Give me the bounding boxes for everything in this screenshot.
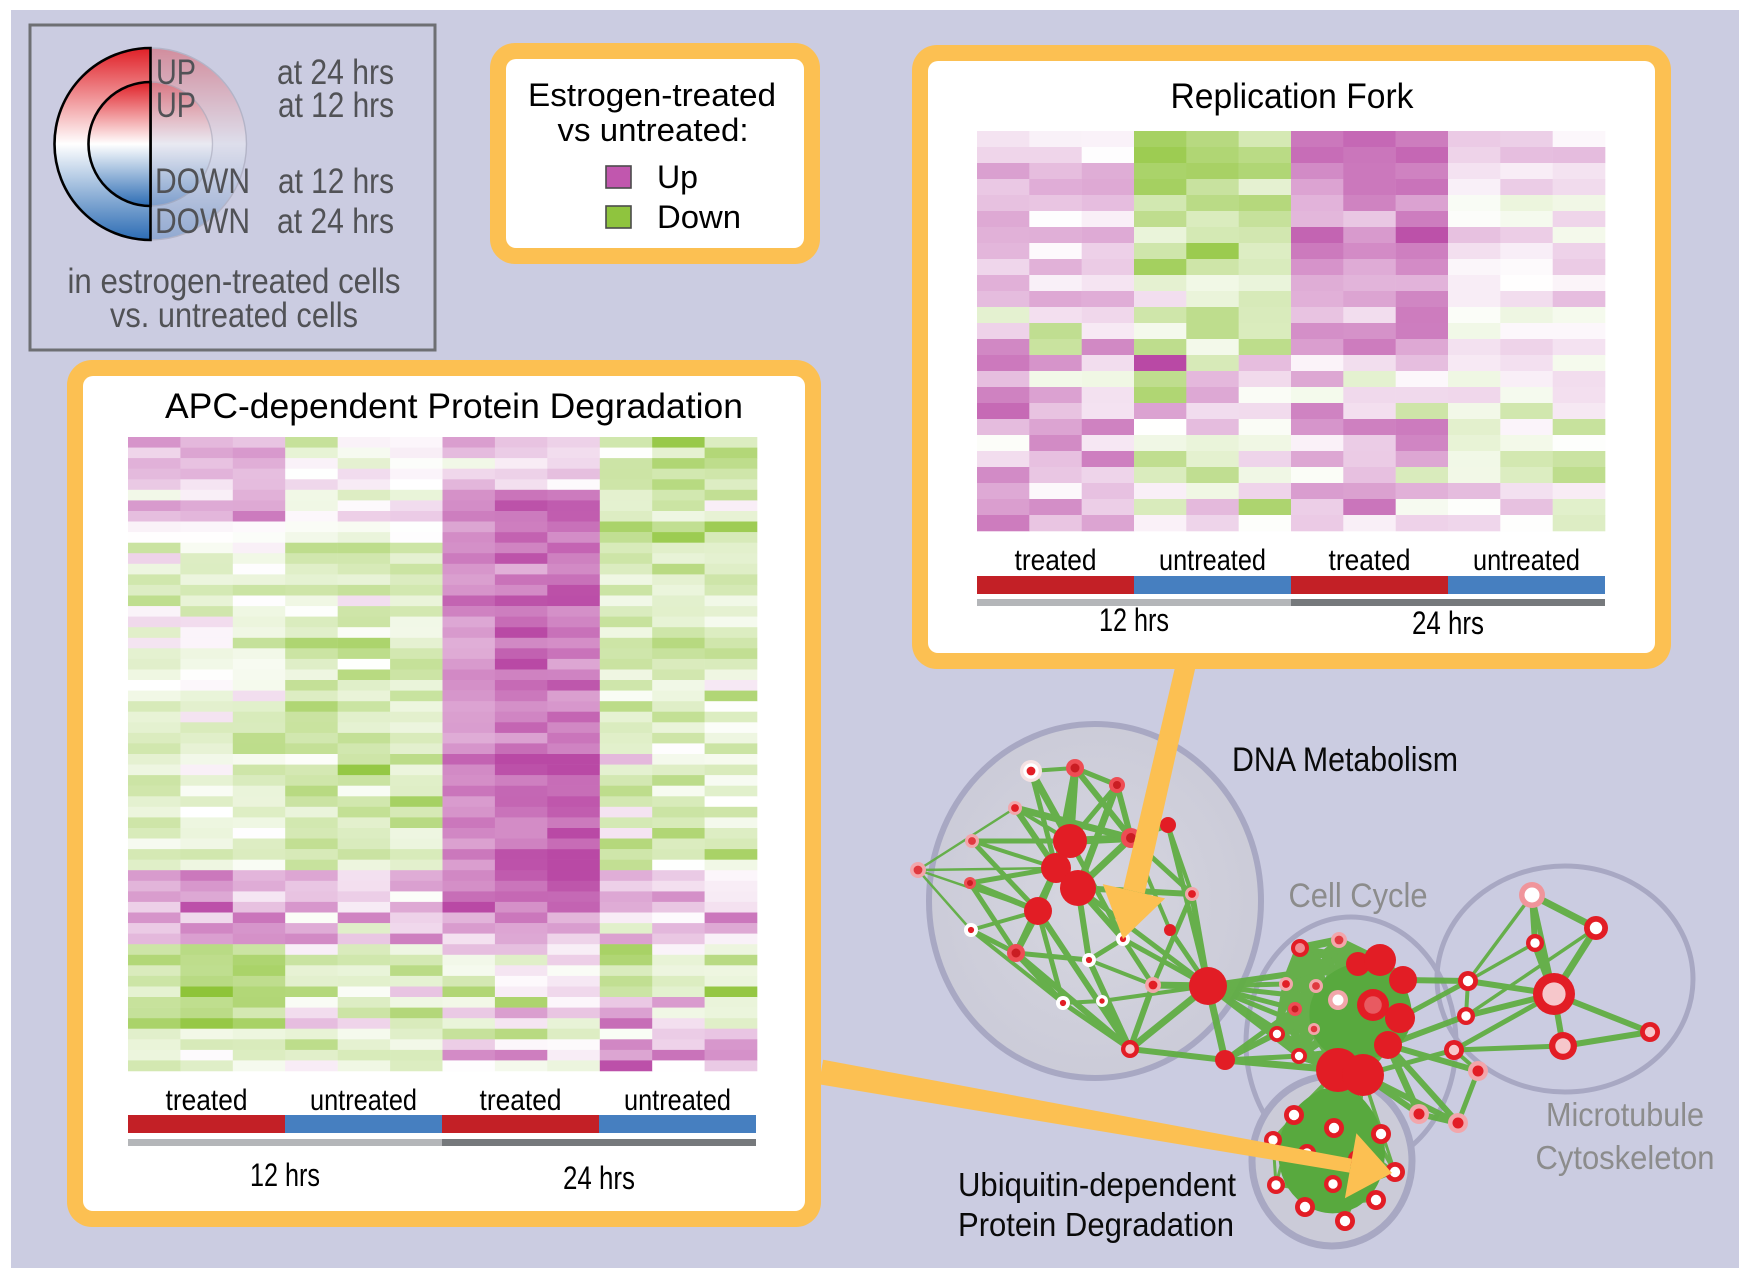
svg-text:at 24 hrs: at 24 hrs	[277, 53, 394, 92]
svg-text:Ubiquitin-dependent: Ubiquitin-dependent	[958, 1166, 1236, 1203]
svg-text:Cell Cycle: Cell Cycle	[1289, 877, 1428, 915]
svg-text:UP: UP	[156, 86, 196, 125]
svg-text:Protein Degradation: Protein Degradation	[958, 1206, 1234, 1243]
svg-text:treated: treated	[166, 1084, 248, 1117]
svg-text:APC-dependent Protein Degradat: APC-dependent Protein Degradation	[165, 387, 743, 426]
svg-text:treated: treated	[480, 1084, 562, 1117]
svg-text:Cytoskeleton: Cytoskeleton	[1536, 1139, 1715, 1176]
svg-text:DOWN: DOWN	[155, 202, 250, 241]
svg-text:treated: treated	[1329, 544, 1411, 577]
svg-text:12 hrs: 12 hrs	[250, 1157, 320, 1193]
svg-text:Replication Fork: Replication Fork	[1171, 77, 1414, 116]
svg-text:24 hrs: 24 hrs	[563, 1160, 635, 1196]
svg-text:untreated: untreated	[1473, 544, 1580, 577]
svg-text:at 12 hrs: at 12 hrs	[278, 86, 394, 125]
svg-text:Up: Up	[657, 159, 698, 195]
svg-text:at 24 hrs: at 24 hrs	[277, 202, 394, 241]
svg-text:treated: treated	[1015, 544, 1097, 577]
svg-text:vs. untreated cells: vs. untreated cells	[110, 296, 358, 335]
svg-text:at 12 hrs: at 12 hrs	[278, 162, 394, 201]
svg-text:24 hrs: 24 hrs	[1412, 605, 1484, 641]
svg-text:UP: UP	[156, 53, 196, 92]
svg-text:Microtubule: Microtubule	[1546, 1096, 1704, 1133]
svg-text:DOWN: DOWN	[155, 162, 250, 201]
svg-text:DNA Metabolism: DNA Metabolism	[1232, 741, 1458, 779]
svg-text:untreated: untreated	[624, 1084, 731, 1117]
svg-text:untreated: untreated	[1159, 544, 1266, 577]
svg-text:12 hrs: 12 hrs	[1099, 602, 1169, 638]
svg-text:untreated: untreated	[310, 1084, 417, 1117]
svg-text:Down: Down	[657, 199, 741, 235]
svg-text:in estrogen-treated cells: in estrogen-treated cells	[68, 262, 401, 301]
svg-text:vs untreated:: vs untreated:	[558, 112, 749, 148]
svg-text:Estrogen-treated: Estrogen-treated	[528, 77, 776, 113]
